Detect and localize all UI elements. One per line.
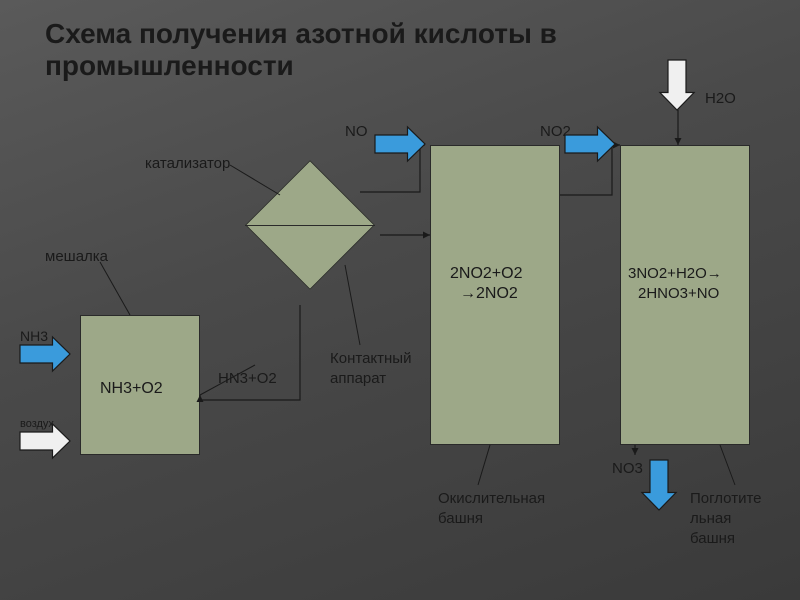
label-ox-2: башня xyxy=(438,510,483,527)
label-nh3: NH3 xyxy=(20,328,48,344)
label-abs-3: башня xyxy=(690,530,735,547)
tower1-formula-1: 2NO2+O2 xyxy=(450,265,522,283)
label-h2o: H2O xyxy=(705,90,736,107)
label-contact-2: аппарат xyxy=(330,370,386,387)
label-contact-1: Контактный xyxy=(330,350,411,367)
diagram-title: Схема получения азотной кислоты в промыш… xyxy=(45,18,665,82)
label-ox-1: Окислительная xyxy=(438,490,545,507)
label-air: воздух xyxy=(20,418,54,430)
label-catalyzer: катализатор xyxy=(145,155,230,172)
label-abs-2: льная xyxy=(690,510,731,527)
diamond-midline xyxy=(245,225,375,226)
label-abs-1: Поглотите xyxy=(690,490,762,507)
mixer-formula: NH3+O2 xyxy=(100,380,163,398)
tower2-formula-2: 2HNO3+NO xyxy=(638,285,719,302)
label-no2: NO2 xyxy=(540,123,571,140)
tower2-formula-1: 3NO2+H2O→ xyxy=(628,265,722,282)
label-mixer: мешалка xyxy=(45,248,108,265)
tower1-formula-2: →2NO2 xyxy=(460,285,518,303)
label-hn3o2: HN3+O2 xyxy=(218,370,277,387)
label-no3: NO3 xyxy=(612,460,643,477)
label-no: NO xyxy=(345,123,368,140)
